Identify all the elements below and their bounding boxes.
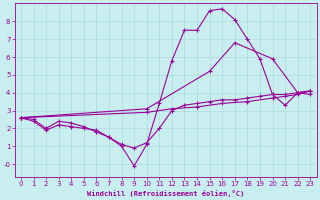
X-axis label: Windchill (Refroidissement éolien,°C): Windchill (Refroidissement éolien,°C) bbox=[87, 190, 244, 197]
